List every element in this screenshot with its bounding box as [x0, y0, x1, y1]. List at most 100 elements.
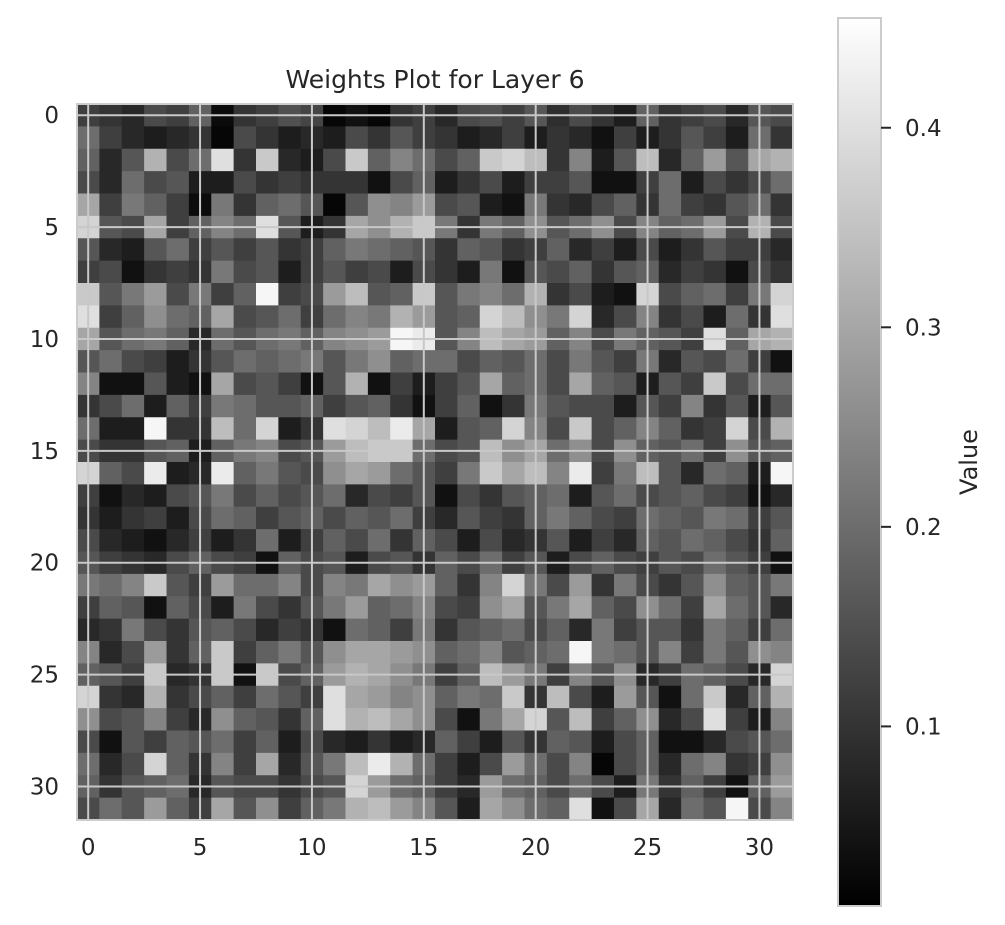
heatmap-cell	[256, 193, 279, 217]
heatmap-cell	[233, 372, 257, 396]
colorbar-tick-label: 0.1	[905, 714, 942, 740]
heatmap-cell	[614, 641, 637, 664]
heatmap-cell	[166, 283, 190, 306]
heatmap-cell	[256, 417, 279, 441]
heatmap-cell	[390, 394, 414, 418]
x-tick-label: 10	[297, 835, 326, 861]
heatmap-cell	[614, 417, 637, 441]
heatmap-cell	[278, 171, 302, 195]
heatmap-cell	[591, 148, 615, 172]
heatmap-cell	[569, 596, 593, 620]
heatmap-cell	[479, 305, 503, 329]
heatmap-cell	[367, 283, 391, 306]
heatmap-cell	[546, 641, 570, 664]
heatmap-cell	[144, 350, 168, 374]
heatmap-cell	[345, 596, 369, 620]
heatmap-cell	[166, 506, 190, 530]
heatmap-cell	[390, 238, 414, 262]
heatmap-cell	[211, 752, 235, 776]
heatmap-cell	[546, 238, 570, 262]
heatmap-cell	[99, 372, 123, 396]
heatmap-cell	[233, 283, 257, 306]
heatmap-cell	[99, 708, 123, 732]
heatmap-cell	[121, 171, 145, 195]
heatmap-cell	[591, 193, 615, 217]
heatmap-cell	[658, 797, 682, 821]
heatmap-cell	[725, 148, 749, 172]
heatmap-cell	[166, 708, 190, 732]
heatmap-cell	[502, 283, 526, 306]
heatmap-cell	[256, 305, 279, 329]
heatmap-cell	[457, 372, 481, 396]
heatmap-cell	[323, 148, 347, 172]
heatmap-cell	[256, 462, 279, 485]
heatmap-cell	[345, 283, 369, 306]
heatmap-cell	[502, 685, 526, 709]
heatmap-cell	[390, 708, 414, 732]
heatmap-cell	[681, 171, 705, 195]
heatmap-cell	[569, 708, 593, 732]
heatmap-cell	[770, 372, 794, 396]
heatmap-cell	[99, 641, 123, 664]
heatmap-cell	[681, 350, 705, 374]
heatmap-cell	[457, 752, 481, 776]
heatmap-cell	[457, 730, 481, 754]
heatmap-cell	[211, 350, 235, 374]
heatmap-cell	[658, 730, 682, 754]
heatmap-cell	[725, 462, 749, 485]
heatmap-cell	[367, 193, 391, 217]
heatmap-cell	[681, 730, 705, 754]
heatmap-cell	[345, 238, 369, 262]
heatmap-cell	[658, 394, 682, 418]
heatmap-cell	[345, 797, 369, 821]
heatmap-cell	[345, 394, 369, 418]
heatmap-cell	[144, 752, 168, 776]
heatmap-cell	[256, 484, 279, 508]
heatmap-cell	[278, 394, 302, 418]
heatmap-cell	[703, 171, 727, 195]
heatmap-cell	[278, 685, 302, 709]
heatmap-cell	[233, 573, 257, 597]
heatmap-cell	[546, 260, 570, 284]
heatmap-cell	[569, 417, 593, 441]
heatmap-cell	[569, 171, 593, 195]
plot-frame	[76, 103, 794, 821]
colorbar-ticks: 0.1 0.2 0.3 0.4	[881, 116, 942, 740]
heatmap-cell	[614, 126, 637, 150]
heatmap-cell	[681, 573, 705, 597]
heatmap-cell	[658, 685, 682, 709]
heatmap-cell	[457, 462, 481, 485]
heatmap-cell	[121, 484, 145, 508]
heatmap-cell	[681, 193, 705, 217]
heatmap-cell	[256, 506, 279, 530]
heatmap-cell	[390, 596, 414, 620]
heatmap-cell	[211, 484, 235, 508]
heatmap-cell	[144, 260, 168, 284]
heatmap-cell	[658, 260, 682, 284]
heatmap-cell	[390, 260, 414, 284]
heatmap-cell	[367, 730, 391, 754]
heatmap-cell	[345, 417, 369, 441]
heatmap-cell	[681, 283, 705, 306]
heatmap-cell	[121, 529, 145, 553]
heatmap-cell	[166, 305, 190, 329]
heatmap-cell	[725, 797, 749, 821]
heatmap-cell	[390, 641, 414, 664]
heatmap-cell	[457, 283, 481, 306]
heatmap-cell	[681, 148, 705, 172]
heatmap-cell	[256, 148, 279, 172]
heatmap-cell	[435, 238, 458, 262]
heatmap-cell	[681, 394, 705, 418]
heatmap-cell	[546, 193, 570, 217]
heatmap-cell	[546, 283, 570, 306]
heatmap-cell	[144, 506, 168, 530]
heatmap-cell	[367, 529, 391, 553]
heatmap-cell	[233, 126, 257, 150]
heatmap-cell	[681, 506, 705, 530]
heatmap-cell	[323, 283, 347, 306]
heatmap-cell	[211, 238, 235, 262]
heatmap-cell	[569, 350, 593, 374]
heatmap-cell	[502, 462, 526, 485]
heatmap-cell	[233, 752, 257, 776]
heatmap-cell	[211, 708, 235, 732]
